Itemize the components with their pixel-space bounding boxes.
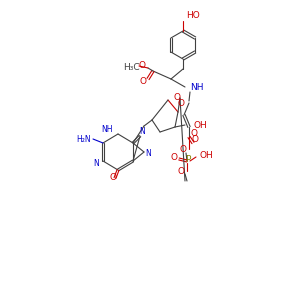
Text: OH: OH [193, 121, 207, 130]
Text: O: O [173, 94, 180, 103]
Text: N: N [145, 149, 151, 158]
Text: N: N [93, 158, 99, 167]
Text: O: O [190, 130, 197, 139]
Text: O: O [110, 173, 116, 182]
Text: O: O [178, 167, 184, 176]
Text: N: N [139, 128, 145, 136]
Text: O: O [139, 61, 145, 70]
Text: HO: HO [186, 11, 200, 20]
Text: O: O [170, 154, 178, 163]
Text: O: O [178, 100, 184, 109]
Text: NH: NH [190, 83, 203, 92]
Text: H₃C: H₃C [123, 62, 139, 71]
Text: O: O [179, 146, 187, 154]
Text: O: O [140, 76, 146, 85]
Text: P: P [185, 155, 191, 164]
Text: O: O [191, 136, 199, 145]
Text: OH: OH [199, 151, 213, 160]
Text: NH: NH [101, 124, 113, 134]
Text: H₂N: H₂N [76, 136, 91, 145]
